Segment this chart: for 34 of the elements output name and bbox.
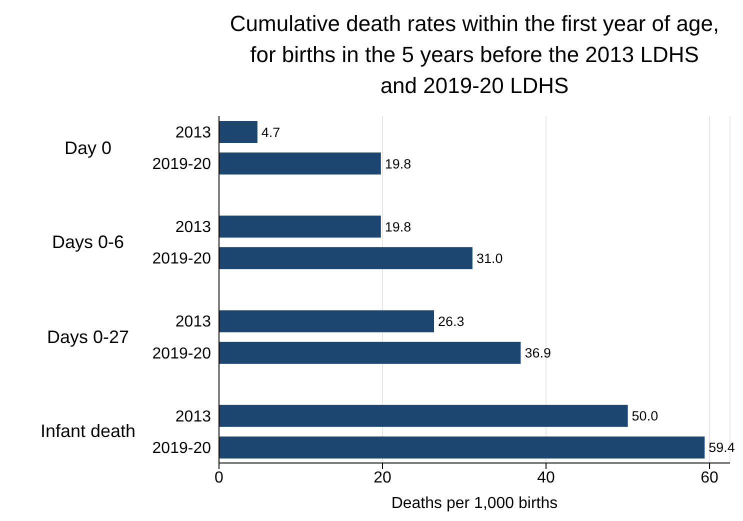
chart-title: Cumulative death rates within the first year of age, for births in the 5 years before the 2013 LDHS and 2019-20 LDHS [228, 10, 720, 100]
bar [219, 342, 521, 364]
text: Days 0-27 [46, 326, 130, 347]
text: Days 0-6 [52, 232, 124, 252]
data-label: 31.0 [476, 250, 503, 266]
x-tick-label: 20 [374, 469, 392, 486]
y-tick-label: 2019-20 [152, 440, 212, 457]
y-tick-label: 2019-20 [152, 250, 212, 268]
x-tick-label: 40 [537, 469, 556, 486]
y-tick-label: 2019-20 [152, 156, 212, 173]
data-label: 59.4 [708, 440, 736, 456]
data-label: 19.8 [384, 219, 412, 234]
y-tick-label: 2013 [175, 408, 212, 426]
bar [219, 152, 381, 175]
bar [219, 121, 258, 143]
y-tick-label: 2013 [175, 314, 212, 331]
bar [219, 310, 434, 332]
data-label: 50.0 [632, 408, 658, 424]
x-axis-title: Deaths per 1,000 births [391, 495, 558, 512]
bar [219, 247, 472, 270]
y-tick-label: 2013 [175, 219, 212, 236]
bar [219, 404, 628, 427]
x-tick-label: 60 [700, 469, 719, 486]
data-label: 36.9 [524, 346, 551, 361]
text: Infant death [40, 421, 136, 442]
y-tick-label: 2013 [175, 124, 212, 142]
data-label: 19.8 [384, 156, 412, 172]
bar [219, 436, 705, 458]
data-label: 4.7 [261, 124, 280, 140]
bar [219, 216, 381, 238]
y-tick-label: 2019-20 [152, 345, 212, 362]
data-label: 26.3 [438, 314, 464, 330]
text: Day 0 [64, 138, 112, 158]
x-tick-label: 0 [214, 469, 224, 486]
